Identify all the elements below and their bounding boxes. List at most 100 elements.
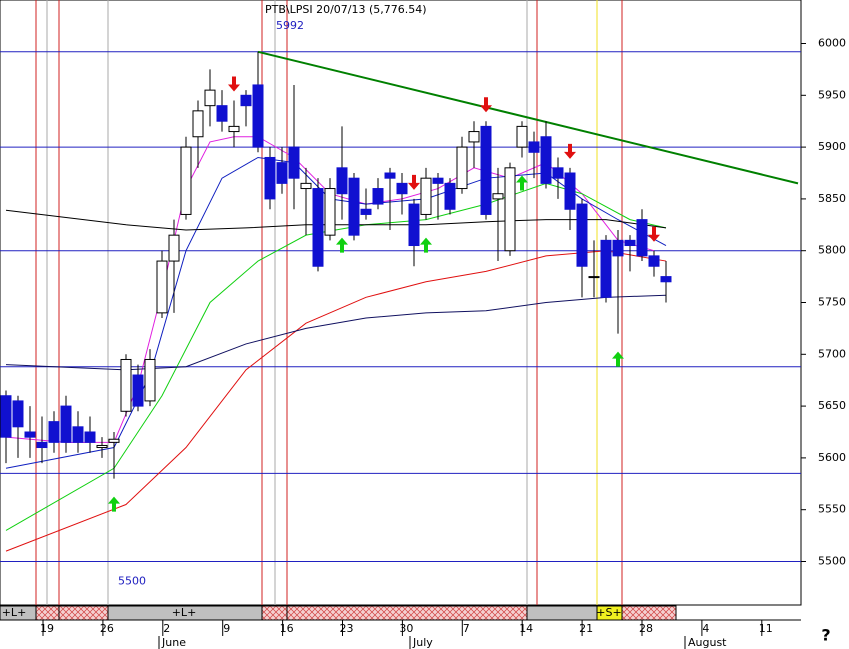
month-label: July (412, 636, 433, 649)
y-tick-label: 6000 (818, 37, 846, 50)
candle-body (216, 105, 228, 122)
chart-title: PTB\LPSI 20/07/13 (5,776.54) (265, 3, 427, 16)
candle-body (348, 177, 360, 236)
y-tick-label: 5700 (818, 347, 846, 360)
buy-arrow (516, 175, 528, 191)
candle-body (252, 84, 264, 148)
candle-body (156, 260, 168, 314)
x-tick-label: 9 (223, 622, 230, 635)
candle-body (48, 421, 60, 443)
candle-body (504, 167, 516, 252)
candle-body (420, 177, 432, 215)
x-tick-label: 26 (100, 622, 114, 635)
candle-body (624, 239, 636, 247)
x-tick-label: 19 (40, 622, 54, 635)
x-tick-label: 4 (702, 622, 709, 635)
buy-arrow (336, 237, 348, 253)
line-label: 5500 (118, 574, 146, 587)
x-tick-label: 14 (519, 622, 533, 635)
candle-body (288, 146, 300, 179)
candle-body (0, 395, 12, 438)
candle-body (456, 146, 468, 190)
candle-body (324, 188, 336, 236)
line-label: 5992 (276, 19, 304, 32)
sell-arrow (480, 97, 492, 113)
candle-body (84, 431, 96, 443)
help-button[interactable]: ? (821, 626, 830, 645)
candle-body (468, 131, 480, 143)
candle-body (660, 276, 672, 283)
bottom-strip: +L+ +L+ +S+ (0, 605, 677, 621)
candle-body (300, 182, 312, 190)
buy-arrow (612, 351, 624, 367)
moving-average (5, 209, 667, 231)
y-tick-label: 5800 (818, 244, 846, 257)
y-tick-label: 5950 (818, 88, 846, 101)
candle-body (72, 426, 84, 443)
x-tick-label: 7 (463, 622, 470, 635)
candle-body (204, 89, 216, 107)
candle-body (492, 193, 504, 200)
y-tick-label: 5850 (818, 192, 846, 205)
candle-body (120, 358, 132, 412)
candle-body (168, 234, 180, 262)
trendline (257, 50, 799, 185)
sell-arrow (564, 143, 576, 159)
moving-average (5, 250, 667, 552)
candle-body (24, 431, 36, 438)
x-tick-label: 11 (759, 622, 773, 635)
candle-body (240, 94, 252, 107)
y-tick-label: 5600 (818, 451, 846, 464)
candle-body (96, 444, 108, 449)
moving-average (5, 136, 655, 443)
y-tick-label: 5900 (818, 140, 846, 153)
candle-body (552, 167, 564, 179)
candle-body (108, 438, 120, 443)
candle-body (264, 156, 276, 200)
sell-arrow (228, 76, 240, 92)
y-tick-label: 5500 (818, 554, 846, 567)
candle-body (384, 172, 396, 179)
sell-arrow (408, 174, 420, 190)
strip-label: +L+ (2, 606, 27, 619)
y-tick-label: 5650 (818, 399, 846, 412)
x-tick-label: 16 (280, 622, 294, 635)
vertical-lines (35, 0, 623, 605)
y-tick-label: 5750 (818, 296, 846, 309)
candle-body (36, 441, 48, 449)
candle-body (516, 125, 528, 148)
candle-body (480, 125, 492, 215)
candle-body (396, 182, 408, 195)
strip-label: +L+ (172, 606, 197, 619)
candle-body (372, 188, 384, 205)
candle-body (612, 239, 624, 257)
x-tick-label: 21 (579, 622, 593, 635)
candle-body (132, 374, 144, 407)
x-tick-label: 28 (639, 622, 653, 635)
sell-arrow (648, 226, 660, 242)
candle-body (360, 208, 372, 215)
strip-label: +S+ (596, 606, 621, 619)
plot-area (0, 0, 802, 606)
candle-body (312, 188, 324, 267)
candle-body (636, 219, 648, 257)
x-tick-label: 23 (340, 622, 354, 635)
y-tick-label: 5550 (818, 503, 846, 516)
candle-body (336, 167, 348, 195)
moving-average (5, 294, 667, 371)
candle-body (576, 203, 588, 267)
candle-body (564, 172, 576, 210)
x-tick-label: 2 (163, 622, 170, 635)
candle-body (528, 141, 540, 153)
month-label: August (688, 636, 727, 649)
candle-body (444, 182, 456, 210)
candle-body (192, 110, 204, 138)
candle-body (60, 405, 72, 443)
candle-body (276, 162, 288, 184)
x-tick-label: 30 (399, 622, 413, 635)
candle-body (408, 203, 420, 247)
candle-body (588, 276, 600, 279)
month-label: June (161, 636, 186, 649)
candle-body (648, 255, 660, 267)
